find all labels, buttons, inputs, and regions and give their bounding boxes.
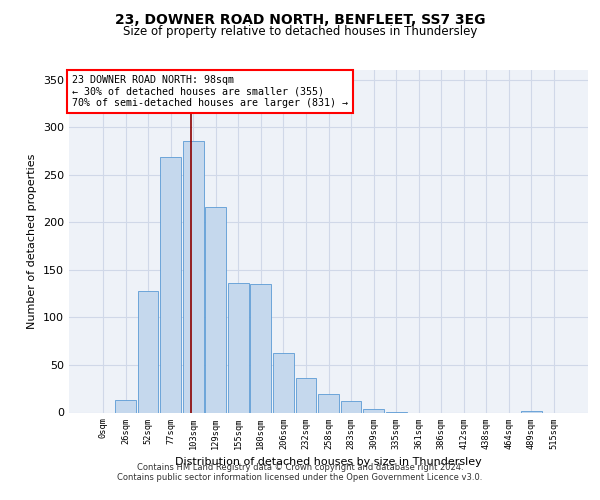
Text: Contains HM Land Registry data © Crown copyright and database right 2024.: Contains HM Land Registry data © Crown c… (137, 462, 463, 471)
Bar (296, 378, 316, 412)
Text: Contains public sector information licensed under the Open Government Licence v3: Contains public sector information licen… (118, 472, 482, 482)
Bar (183, 142, 203, 412)
X-axis label: Distribution of detached houses by size in Thundersley: Distribution of detached houses by size … (175, 457, 482, 467)
Bar (205, 207, 226, 412)
Bar (228, 283, 248, 412)
Y-axis label: Number of detached properties: Number of detached properties (28, 154, 37, 329)
Text: Size of property relative to detached houses in Thundersley: Size of property relative to detached ho… (123, 25, 477, 38)
Text: 23 DOWNER ROAD NORTH: 98sqm
← 30% of detached houses are smaller (355)
70% of se: 23 DOWNER ROAD NORTH: 98sqm ← 30% of det… (71, 75, 347, 108)
Bar (318, 394, 339, 412)
Bar (273, 352, 294, 412)
Bar (341, 401, 361, 412)
Bar (137, 290, 158, 412)
Bar (115, 400, 136, 412)
Bar (521, 410, 542, 412)
Text: 23, DOWNER ROAD NORTH, BENFLEET, SS7 3EG: 23, DOWNER ROAD NORTH, BENFLEET, SS7 3EG (115, 12, 485, 26)
Bar (160, 156, 181, 412)
Bar (250, 284, 271, 412)
Bar (363, 408, 384, 412)
